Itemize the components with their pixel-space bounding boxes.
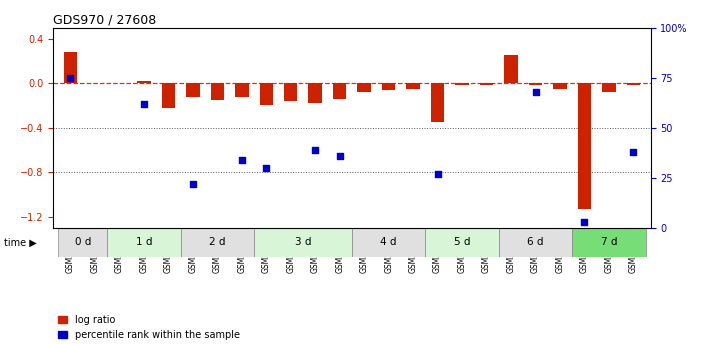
Text: 2 d: 2 d: [209, 237, 225, 247]
Bar: [358, 83, 371, 92]
Bar: [455, 83, 469, 86]
Text: 4 d: 4 d: [380, 237, 397, 247]
Bar: [260, 83, 273, 106]
Bar: [431, 83, 444, 122]
Point: [309, 147, 321, 152]
Point: [138, 101, 149, 106]
Text: 3 d: 3 d: [295, 237, 311, 247]
Text: 6 d: 6 d: [528, 237, 544, 247]
Bar: [161, 83, 175, 108]
Bar: [137, 81, 151, 83]
Bar: [626, 83, 640, 86]
Bar: [309, 83, 322, 103]
Text: 0 d: 0 d: [75, 237, 91, 247]
Text: time ▶: time ▶: [4, 237, 36, 247]
Point: [579, 219, 590, 225]
Text: 1 d: 1 d: [136, 237, 152, 247]
Point: [236, 157, 247, 162]
Text: 7 d: 7 d: [601, 237, 617, 247]
Bar: [284, 83, 297, 101]
Point: [187, 181, 198, 186]
Bar: [480, 83, 493, 86]
Legend: log ratio, percentile rank within the sample: log ratio, percentile rank within the sa…: [58, 315, 240, 340]
Point: [65, 75, 76, 80]
Bar: [235, 83, 249, 97]
Bar: [602, 83, 616, 92]
Point: [628, 149, 639, 155]
Bar: [504, 56, 518, 83]
Bar: [58, 228, 107, 257]
Bar: [499, 228, 572, 257]
Bar: [529, 83, 542, 86]
Bar: [572, 228, 646, 257]
Bar: [107, 228, 181, 257]
Point: [261, 165, 272, 170]
Bar: [578, 83, 592, 209]
Bar: [254, 228, 352, 257]
Bar: [382, 83, 395, 90]
Bar: [352, 228, 425, 257]
Bar: [186, 83, 200, 97]
Bar: [181, 228, 254, 257]
Point: [334, 153, 346, 158]
Text: GDS970 / 27608: GDS970 / 27608: [53, 13, 156, 27]
Point: [432, 171, 443, 176]
Bar: [210, 83, 224, 100]
Bar: [407, 83, 420, 89]
Bar: [425, 228, 499, 257]
Bar: [553, 83, 567, 89]
Point: [530, 89, 541, 95]
Text: 5 d: 5 d: [454, 237, 471, 247]
Bar: [64, 52, 77, 83]
Bar: [333, 83, 346, 99]
